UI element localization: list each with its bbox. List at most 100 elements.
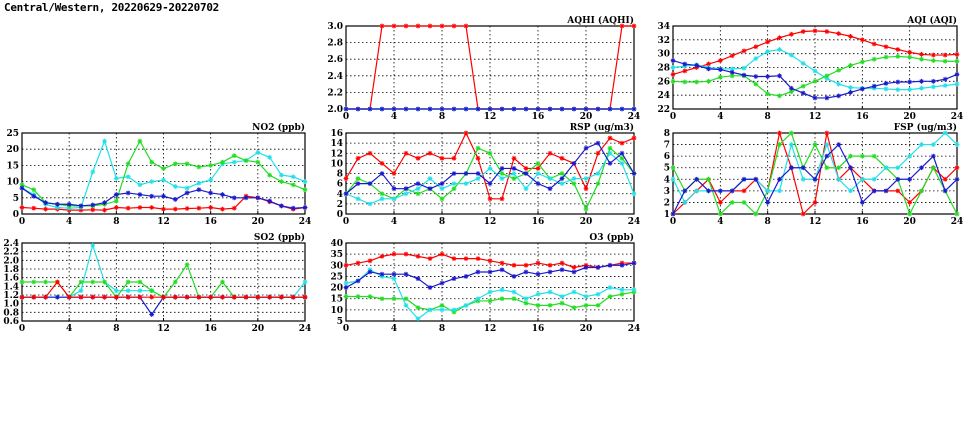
data-point (694, 63, 700, 68)
x-tick-label: 24 (628, 324, 641, 334)
data-point (871, 153, 877, 159)
y-tick-label: 1.4 (3, 282, 19, 292)
data-point (930, 84, 936, 90)
data-point (487, 106, 493, 112)
chart-title: NO2 (ppb) (252, 122, 305, 133)
data-point (379, 23, 385, 29)
data-point (137, 288, 143, 294)
series-red (670, 28, 960, 77)
data-point (883, 165, 889, 171)
y-tick-label: 14 (330, 139, 343, 149)
y-tick-label: 2.4 (3, 239, 19, 249)
data-point (919, 188, 924, 194)
data-point (487, 166, 493, 171)
y-tick-label: 6 (337, 180, 343, 190)
data-point (559, 171, 565, 176)
data-point (788, 52, 794, 58)
data-point (279, 203, 284, 209)
data-point (511, 171, 517, 176)
data-point (907, 211, 913, 217)
data-point (102, 200, 107, 206)
y-tick-label: 20 (6, 145, 19, 155)
data-point (149, 159, 155, 165)
data-point (523, 171, 529, 176)
data-point (403, 106, 409, 112)
data-point (511, 289, 517, 295)
data-point (930, 78, 936, 84)
data-point (487, 269, 493, 275)
data-point (848, 188, 853, 194)
data-point (729, 53, 735, 59)
data-point (511, 176, 517, 181)
data-point (729, 73, 735, 79)
data-point (607, 106, 613, 112)
series-blue (19, 185, 308, 211)
data-point (619, 287, 625, 293)
data-point (499, 166, 505, 171)
y-tick-label: 3.0 (327, 22, 343, 32)
data-point (487, 258, 493, 264)
x-tick-label: 0 (670, 112, 676, 122)
data-point (78, 294, 84, 300)
data-point (706, 66, 711, 72)
data-point (499, 171, 505, 176)
data-point (571, 176, 577, 181)
data-point (777, 176, 782, 182)
y-tick-label: 15 (330, 295, 343, 305)
data-point (208, 190, 214, 196)
data-point (631, 287, 637, 293)
data-point (367, 269, 373, 275)
data-point (583, 294, 589, 299)
data-point (954, 211, 960, 217)
data-point (125, 279, 131, 285)
data-point (463, 23, 469, 29)
no2-chart: NO2 (ppb) 0 4 8 12 16 20 24 0 5 10 15 20 25 (6, 122, 311, 227)
data-point (255, 159, 261, 165)
data-point (788, 130, 794, 136)
y-tick-label: 15 (6, 161, 19, 171)
data-point (895, 165, 901, 171)
data-point (78, 203, 84, 209)
data-point (511, 296, 517, 302)
x-tick-label: 24 (951, 217, 964, 227)
data-point (487, 196, 493, 202)
y-tick-label: 5 (13, 194, 19, 204)
data-point (595, 171, 601, 176)
data-point (511, 166, 517, 171)
x-tick-label: 12 (484, 217, 497, 227)
data-point (379, 196, 385, 202)
x-tick-label: 16 (532, 324, 545, 334)
data-point (800, 83, 806, 89)
data-point (415, 316, 421, 322)
data-point (267, 294, 273, 300)
series-blue (670, 58, 960, 101)
data-point (824, 153, 830, 159)
data-point (547, 262, 553, 268)
y-tick-label: 6 (664, 152, 670, 162)
data-point (125, 288, 131, 294)
data-point (907, 153, 913, 159)
data-point (90, 279, 96, 285)
data-point (607, 160, 613, 166)
data-point (391, 23, 397, 29)
data-point (836, 93, 842, 99)
data-point (415, 276, 421, 282)
y-tick-label: 2.8 (327, 39, 343, 49)
data-point (487, 181, 493, 187)
data-point (208, 294, 214, 300)
data-point (184, 161, 190, 167)
x-tick-label: 16 (856, 112, 869, 122)
data-point (631, 260, 637, 266)
data-point (765, 39, 771, 45)
data-point (670, 211, 676, 217)
data-point (595, 265, 601, 270)
data-point (717, 211, 723, 217)
data-point (631, 135, 637, 141)
data-point (427, 186, 433, 192)
x-tick-label: 20 (903, 112, 916, 122)
data-point (547, 106, 553, 112)
data-point (812, 176, 818, 182)
data-point (255, 294, 261, 300)
data-point (859, 37, 865, 43)
